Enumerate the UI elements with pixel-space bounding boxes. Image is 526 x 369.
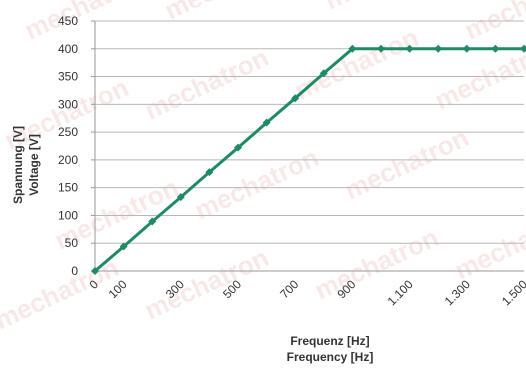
watermark-text: mechatron: [310, 222, 443, 305]
data-point: [119, 242, 128, 251]
y-tick-label: 250: [58, 125, 78, 139]
watermark-text: mechatron: [290, 22, 423, 105]
y-tick-label: 0: [71, 264, 78, 278]
data-point: [319, 69, 328, 78]
x-tick-label: 1.500: [499, 277, 526, 308]
x-axis-title: Frequenz [Hz] Frequency [Hz]: [287, 334, 374, 364]
axes: [91, 20, 524, 272]
y-tick-label: 200: [58, 153, 78, 167]
y-axis-title: Spannung [V] Voltage [V]: [11, 126, 41, 204]
watermark-text: mechatron: [450, 202, 526, 285]
watermark-text: mechatron: [20, 0, 153, 45]
data-point: [405, 44, 414, 53]
x-tick-label: 700: [277, 277, 301, 301]
y-tick-label: 400: [58, 42, 78, 56]
data-point: [234, 143, 242, 152]
data-point: [434, 44, 443, 53]
data-point: [205, 168, 214, 177]
y-tick-label: 50: [65, 236, 79, 250]
data-point: [291, 94, 300, 103]
data-point: [491, 44, 500, 53]
x-axis-title-line-2: Frequency [Hz]: [287, 350, 374, 364]
data-point: [91, 267, 99, 275]
y-tick-label: 450: [58, 14, 78, 28]
data-point: [377, 44, 385, 53]
y-axis-title-line-1: Spannung [V]: [11, 126, 25, 204]
x-axis-title-line-1: Frequenz [Hz]: [290, 334, 369, 348]
y-tick-label: 350: [58, 70, 78, 84]
watermark-text: mechatron: [140, 242, 273, 325]
watermark-text: mechatron: [340, 122, 473, 205]
data-point: [148, 217, 157, 226]
y-axis-title-line-2: Voltage [V]: [27, 134, 41, 196]
data-point: [348, 44, 357, 53]
watermark-text: mechatron: [190, 142, 323, 225]
data-point: [176, 193, 185, 202]
watermark-text: mechatron: [320, 0, 453, 15]
y-tick-label: 300: [58, 97, 78, 111]
series-line: [94, 47, 524, 273]
y-tick-labels: 0 50 100 150 200 250 300 350 400 450: [58, 14, 78, 278]
y-tick-label: 100: [58, 208, 78, 222]
series: [91, 44, 526, 275]
watermark-text: mechatron: [160, 0, 293, 25]
x-tick-label: 1.100: [385, 277, 416, 308]
data-point: [520, 44, 526, 53]
y-tick-label: 150: [58, 181, 78, 195]
watermark-text: mechatron: [140, 42, 273, 125]
data-point: [262, 118, 271, 127]
watermark-text: mechatron: [460, 0, 526, 45]
gridlines: [95, 20, 524, 244]
watermark-text: mechatron: [430, 32, 526, 115]
data-point: [462, 44, 471, 53]
